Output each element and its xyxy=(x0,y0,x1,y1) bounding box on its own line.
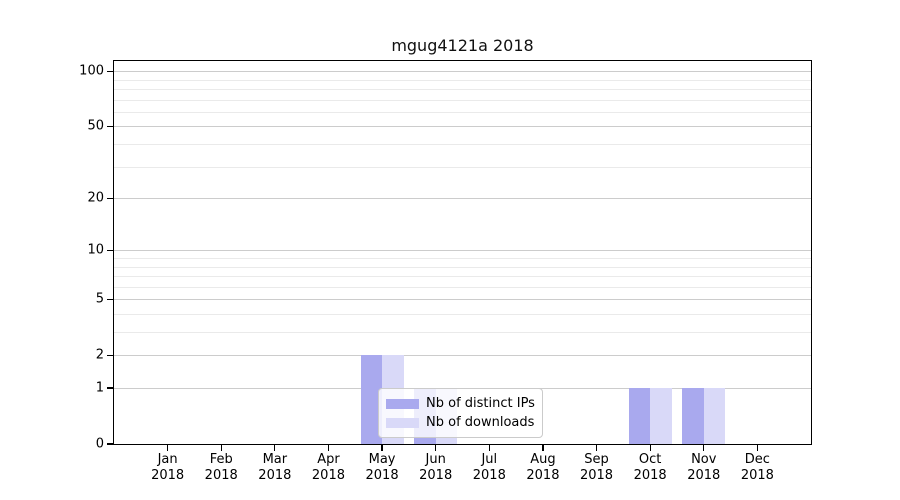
y-tick-label: 5 xyxy=(95,291,104,307)
y-tick-mark xyxy=(107,387,113,389)
x-tick-label-line: Jan xyxy=(157,452,178,467)
x-tick-mark xyxy=(167,445,169,451)
legend-swatch xyxy=(386,398,419,409)
bar-distinct-ips-oct-2018 xyxy=(628,388,651,444)
x-tick-mark xyxy=(649,445,651,451)
x-tick-label-line: Mar xyxy=(262,452,288,467)
x-tick-label-line: May xyxy=(368,452,396,467)
minor-gridline xyxy=(114,89,811,91)
x-tick-label: Jul 2018 xyxy=(447,452,531,484)
x-tick-label: Feb 2018 xyxy=(179,452,263,484)
x-tick-label-line: 2018 xyxy=(687,468,721,483)
bar-distinct-ips-may-2018 xyxy=(360,355,383,444)
major-gridline xyxy=(114,198,811,200)
x-tick-label-line: Oct xyxy=(638,452,662,467)
y-tick-mark xyxy=(107,197,113,199)
x-tick-label-line: 2018 xyxy=(633,468,667,483)
chart-title: mgug4121a 2018 xyxy=(391,36,534,55)
minor-gridline xyxy=(114,314,811,316)
legend-label: Nb of downloads xyxy=(426,415,535,430)
major-gridline xyxy=(114,355,811,357)
x-tick-mark xyxy=(595,445,598,451)
x-tick-label-line: 2018 xyxy=(526,468,560,483)
x-tick-mark xyxy=(703,445,705,451)
minor-gridline xyxy=(114,79,811,81)
minor-gridline xyxy=(114,332,811,334)
x-tick-mark xyxy=(274,445,276,451)
legend: Nb of distinct IPs Nb of downloads xyxy=(378,388,543,438)
y-tick-mark xyxy=(107,298,113,300)
x-tick-label-line: Jul xyxy=(481,452,498,467)
plot-area xyxy=(114,61,811,444)
x-tick-label: Sep 2018 xyxy=(555,452,639,484)
bar-downloads-oct-2018 xyxy=(650,388,672,444)
x-tick-label-line: 2018 xyxy=(419,468,453,483)
y-tick-mark xyxy=(107,125,113,128)
x-tick-label: May 2018 xyxy=(340,452,424,484)
x-tick-label: Nov 2018 xyxy=(662,452,746,484)
y-tick-label: 1 xyxy=(95,380,104,396)
y-tick-label: 50 xyxy=(87,118,104,134)
major-gridline xyxy=(114,250,811,252)
x-tick-mark xyxy=(542,445,544,451)
x-tick-label: Aug 2018 xyxy=(501,452,585,484)
y-tick-label: 2 xyxy=(95,347,104,363)
minor-gridline xyxy=(114,111,811,113)
x-tick-label: Mar 2018 xyxy=(233,452,317,484)
minor-gridline xyxy=(114,166,811,168)
x-tick-label-line: 2018 xyxy=(311,468,345,483)
minor-gridline xyxy=(114,286,811,288)
x-tick-label-line: 2018 xyxy=(258,468,292,483)
x-tick-label: Jun 2018 xyxy=(394,452,478,484)
legend-label: Nb of distinct IPs xyxy=(426,396,535,411)
y-tick-mark xyxy=(107,354,113,356)
x-tick-label-line: Nov xyxy=(691,452,717,467)
x-tick-label-line: Aug xyxy=(530,452,556,467)
bar-distinct-ips-nov-2018 xyxy=(682,388,704,444)
x-tick-label-line: 2018 xyxy=(472,468,506,483)
x-tick-mark xyxy=(327,445,330,451)
minor-gridline xyxy=(114,144,811,146)
y-tick-label: 0 xyxy=(95,436,104,452)
legend-swatch xyxy=(386,417,419,428)
x-tick-label-line: 2018 xyxy=(365,468,399,483)
y-tick-mark xyxy=(107,249,113,251)
x-tick-mark xyxy=(435,445,437,451)
x-tick-label-line: 2018 xyxy=(151,468,185,483)
y-tick-label: 20 xyxy=(87,190,104,206)
legend-entry: Nb of distinct IPs xyxy=(386,394,535,413)
x-tick-mark xyxy=(220,445,222,451)
y-tick-label: 100 xyxy=(79,63,104,79)
x-tick-label-line: 2018 xyxy=(204,468,238,483)
x-tick-mark xyxy=(488,445,490,451)
x-tick-label: Apr 2018 xyxy=(286,452,370,484)
major-gridline xyxy=(114,71,811,73)
x-tick-label-line: Dec xyxy=(744,452,770,467)
minor-gridline xyxy=(114,99,811,101)
major-gridline xyxy=(114,126,811,128)
minor-gridline xyxy=(114,276,811,278)
y-tick-label: 10 xyxy=(87,242,104,258)
y-tick-mark xyxy=(107,70,113,72)
x-tick-label: Jan 2018 xyxy=(126,452,210,484)
x-tick-label-line: Apr xyxy=(317,452,340,467)
x-tick-mark xyxy=(756,445,758,451)
minor-gridline xyxy=(114,258,811,260)
x-tick-label-line: Jun xyxy=(425,452,446,467)
x-tick-label: Dec 2018 xyxy=(715,452,799,484)
bar-downloads-nov-2018 xyxy=(703,388,726,444)
legend-entry: Nb of downloads xyxy=(386,413,535,432)
x-tick-label-line: 2018 xyxy=(740,468,774,483)
x-tick-label: Oct 2018 xyxy=(608,452,692,484)
minor-gridline xyxy=(114,266,811,268)
x-tick-label-line: Feb xyxy=(209,452,233,467)
x-tick-mark xyxy=(381,445,383,451)
x-tick-label-line: Sep xyxy=(584,452,609,467)
major-gridline xyxy=(114,299,811,301)
x-tick-label-line: 2018 xyxy=(579,468,614,483)
y-tick-mark xyxy=(107,443,113,445)
